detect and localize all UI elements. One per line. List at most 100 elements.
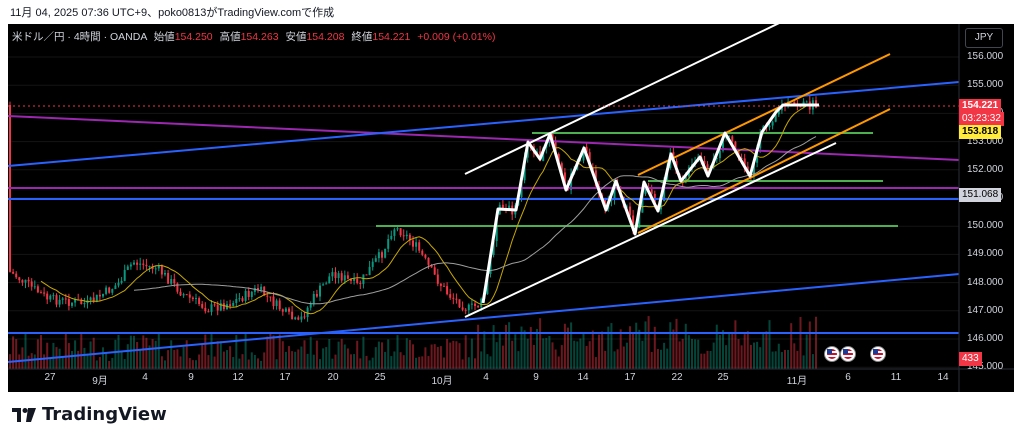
us-flag-icon[interactable] bbox=[824, 346, 840, 362]
candle-body bbox=[269, 296, 272, 298]
time-tick-label: 10月 bbox=[431, 376, 453, 387]
volume-bar bbox=[501, 345, 504, 369]
moving-average-long bbox=[133, 136, 817, 305]
candle-body bbox=[421, 250, 424, 255]
time-tick-label: 17 bbox=[624, 372, 636, 383]
volume-bar bbox=[650, 351, 653, 369]
us-flag-icon[interactable] bbox=[840, 346, 856, 362]
volume-bar bbox=[36, 339, 39, 369]
volume-bar bbox=[470, 338, 473, 369]
candle-body bbox=[458, 299, 461, 308]
volume-bar bbox=[269, 333, 272, 369]
tradingview-logo-text: TradingView bbox=[42, 404, 167, 425]
price-tick-label: 150.000 bbox=[967, 220, 1004, 232]
volume-bar bbox=[697, 339, 700, 369]
candle-body bbox=[424, 254, 427, 258]
volume-bar bbox=[371, 357, 374, 369]
low-value: 154.208 bbox=[306, 31, 345, 43]
volume-bar bbox=[625, 342, 628, 369]
volume-bar bbox=[728, 333, 731, 369]
candle-body bbox=[229, 304, 232, 307]
candle-body bbox=[415, 242, 418, 247]
volume-bar bbox=[300, 346, 303, 369]
volume-bar bbox=[474, 358, 476, 369]
time-tick-label: 11 bbox=[890, 372, 902, 383]
volume-bar bbox=[607, 326, 610, 369]
chart-frame[interactable]: 米ドル／円 · 4時間 · OANDA 始値154.250 高値154.263 … bbox=[8, 24, 1014, 392]
volume-bar bbox=[98, 356, 101, 369]
volume-bar bbox=[601, 331, 604, 369]
volume-bar bbox=[278, 334, 281, 369]
volume-bar bbox=[216, 341, 219, 369]
volume-bar bbox=[505, 324, 507, 369]
snapshot-header: 11月 04, 2025 07:36 UTC+9、poko0813がTradin… bbox=[10, 7, 335, 19]
volume-bar bbox=[393, 351, 396, 369]
candle-body bbox=[219, 303, 222, 311]
candle-body bbox=[315, 293, 318, 297]
volume-bar bbox=[334, 354, 337, 369]
low-label: 安値 bbox=[285, 31, 307, 43]
volume-bar bbox=[604, 350, 607, 369]
channel-orange-lower bbox=[637, 108, 891, 234]
volume-bar bbox=[24, 333, 27, 369]
close-label: 終値 bbox=[351, 31, 373, 43]
candle-body bbox=[120, 280, 123, 283]
volume-bar bbox=[247, 359, 250, 369]
volume-bar bbox=[455, 341, 458, 369]
volume-bar bbox=[709, 351, 712, 369]
volume-bar bbox=[362, 336, 365, 369]
price-tick-label: 155.000 bbox=[967, 79, 1004, 91]
candle-body bbox=[731, 136, 734, 142]
volume-bar bbox=[346, 348, 349, 369]
chart-canvas[interactable] bbox=[8, 24, 1014, 392]
price-tick-label: 148.000 bbox=[967, 276, 1004, 288]
volume-bar bbox=[663, 342, 666, 369]
candle-body bbox=[142, 263, 145, 265]
candle-body bbox=[201, 304, 204, 308]
volume-bar bbox=[272, 335, 275, 369]
candle-body bbox=[253, 288, 256, 292]
volume-bar bbox=[226, 350, 228, 369]
candle-body bbox=[195, 298, 197, 300]
volume-bar bbox=[449, 342, 452, 369]
candle-body bbox=[582, 146, 585, 161]
volume-bar bbox=[207, 355, 210, 369]
volume-bar bbox=[526, 338, 529, 369]
candle-body bbox=[650, 189, 653, 194]
us-flag-icon[interactable] bbox=[870, 346, 886, 362]
candle-body bbox=[300, 316, 303, 320]
volume-bar bbox=[337, 341, 340, 369]
candle-body bbox=[278, 300, 281, 310]
currency-button[interactable]: JPY bbox=[965, 28, 1003, 48]
volume-bar bbox=[396, 335, 399, 369]
channel-white-upper bbox=[464, 24, 780, 175]
volume-bar bbox=[365, 355, 368, 369]
candle-body bbox=[89, 297, 92, 301]
volume-bar bbox=[542, 338, 545, 369]
volume-bar bbox=[489, 356, 492, 369]
candle-body bbox=[771, 121, 774, 126]
candle-body bbox=[554, 140, 557, 155]
volume-bar bbox=[210, 333, 213, 369]
time-tick-label: 6 bbox=[845, 372, 851, 383]
tradingview-logo-icon bbox=[12, 407, 36, 422]
volume-bar bbox=[157, 333, 160, 369]
candle-body bbox=[563, 172, 566, 186]
volume-bar bbox=[759, 347, 762, 369]
price-tick-label: 146.000 bbox=[967, 333, 1004, 344]
volume-bar bbox=[811, 354, 814, 369]
candle-body bbox=[61, 298, 64, 300]
volume-bar bbox=[588, 341, 591, 369]
volume-bar bbox=[170, 340, 173, 369]
price-tick-label: 156.000 bbox=[967, 51, 1004, 62]
volume-bar bbox=[21, 347, 24, 369]
volume-bar bbox=[164, 360, 166, 369]
candle-body bbox=[108, 287, 111, 293]
volume-bar bbox=[275, 359, 278, 369]
volume-bar bbox=[77, 350, 80, 369]
candle-body bbox=[170, 279, 173, 284]
volume-bar bbox=[545, 337, 548, 369]
candle-body bbox=[185, 294, 188, 296]
volume-bar bbox=[64, 333, 67, 369]
open-value: 154.250 bbox=[174, 31, 213, 43]
